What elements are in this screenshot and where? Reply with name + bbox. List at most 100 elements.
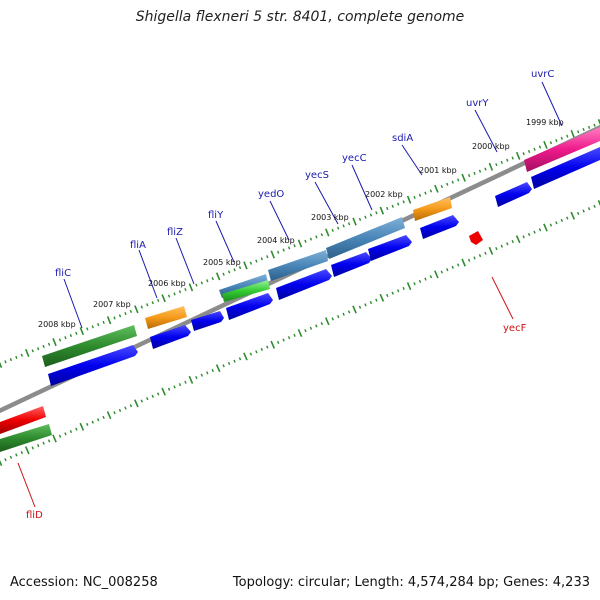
lower-ruler-tick <box>211 368 214 373</box>
leader-sdiA <box>401 144 423 176</box>
lower-ruler-tick <box>96 418 100 422</box>
upper-ruler-tick <box>446 182 449 186</box>
upper-ruler-tick <box>129 309 133 313</box>
lower-ruler-tick <box>184 380 187 384</box>
lower-ruler-tick <box>593 204 596 208</box>
upper-ruler-tick <box>315 235 318 239</box>
gene-arrow-uvrC[interactable] <box>531 147 600 189</box>
lower-ruler-tick <box>413 282 416 286</box>
upper-ruler-tick <box>173 292 176 296</box>
gene-label-fliC[interactable]: fliC <box>55 268 71 279</box>
lower-ruler-tick <box>587 207 591 211</box>
gene-label-fliA[interactable]: fliA <box>130 240 146 251</box>
upper-ruler-tick <box>587 125 591 129</box>
gene-bar-yedO-lime[interactable] <box>222 280 270 302</box>
lower-ruler-tick <box>342 312 345 316</box>
lower-ruler-tick <box>522 235 525 239</box>
lower-ruler-tick <box>352 305 357 314</box>
gene-label-uvrC[interactable]: uvrC <box>531 69 554 80</box>
gene-arrow-fliC[interactable] <box>48 345 138 386</box>
lower-ruler-tick <box>69 429 73 434</box>
gene-arrow-fliA[interactable] <box>150 325 191 349</box>
upper-ruler-tick <box>358 217 362 221</box>
upper-ruler-tick <box>309 237 313 241</box>
lower-ruler-tick <box>215 364 221 373</box>
gene-label-fliD[interactable]: fliD <box>26 510 43 521</box>
lower-ruler-tick <box>424 277 427 281</box>
upper-ruler-tick <box>25 349 30 358</box>
lower-ruler-tick <box>146 397 149 401</box>
scale-label: 2003 kbp <box>311 213 349 222</box>
lower-ruler-tick <box>324 317 330 326</box>
gene-bar-fliA-upper[interactable] <box>145 306 187 329</box>
upper-ruler-tick <box>86 327 89 331</box>
upper-ruler-tick <box>484 167 487 171</box>
upper-ruler-tick <box>538 145 542 149</box>
upper-ruler-tick <box>195 283 198 287</box>
gene-bar-fliC[interactable] <box>42 325 137 367</box>
upper-ruler-tick <box>543 140 548 149</box>
gene-arrow-fliZ[interactable] <box>191 311 224 331</box>
gene-label-fliY[interactable]: fliY <box>208 210 224 221</box>
gene-label-uvrY[interactable]: uvrY <box>466 98 489 109</box>
upper-ruler-tick <box>304 239 307 243</box>
lower-ruler-tick <box>156 392 160 396</box>
upper-ruler-tick <box>527 149 531 154</box>
gene-label-yedO[interactable]: yedO <box>258 189 284 200</box>
lower-ruler-tick <box>451 265 454 269</box>
gene-bar-yecS[interactable] <box>326 217 405 259</box>
lower-ruler-tick <box>129 404 133 408</box>
lower-ruler-tick <box>195 376 198 380</box>
gene-bar-fliD-green[interactable] <box>0 424 52 452</box>
gene-label-yecF[interactable]: yecF <box>503 323 527 334</box>
gene-arrow-uvrY[interactable] <box>495 182 532 207</box>
lower-ruler-tick <box>42 441 45 445</box>
upper-ruler-tick <box>418 193 422 197</box>
leader-fliY <box>215 220 235 263</box>
upper-ruler-tick <box>473 171 476 175</box>
upper-ruler-tick <box>515 151 521 160</box>
leader-fliD <box>17 462 36 508</box>
lower-ruler-tick <box>309 326 313 330</box>
upper-ruler-tick <box>451 180 454 184</box>
lower-ruler-tick <box>36 444 40 448</box>
lower-ruler-tick <box>375 298 378 302</box>
scale-label: 2006 kbp <box>148 279 186 288</box>
gene-arrow-sdiA[interactable] <box>420 215 459 239</box>
gene-arrow-yedO[interactable] <box>276 269 332 300</box>
upper-ruler-tick <box>522 152 525 156</box>
gene-label-yecC[interactable]: yecC <box>342 153 367 164</box>
gene-arrow-yecS[interactable] <box>331 252 372 277</box>
lower-ruler-tick <box>227 361 231 366</box>
upper-ruler-tick <box>577 130 580 134</box>
gene-arrow-fliY[interactable] <box>226 293 273 320</box>
upper-ruler-tick <box>320 233 323 237</box>
forward-strand-lower <box>48 147 600 386</box>
upper-ruler-tick <box>375 211 378 215</box>
gene-label-fliZ[interactable]: fliZ <box>167 227 183 238</box>
lower-ruler-tick <box>560 218 564 222</box>
upper-ruler-tick <box>249 261 253 265</box>
scale-label: 2007 kbp <box>93 300 131 309</box>
lower-ruler-tick <box>396 289 400 293</box>
upper-ruler-tick <box>495 163 498 167</box>
upper-ruler-tick <box>97 323 100 327</box>
gene-label-yecS[interactable]: yecS <box>305 170 329 181</box>
gene-bar-yecC[interactable] <box>413 197 452 221</box>
upper-ruler-tick <box>37 347 40 351</box>
gene-bar-fliD-red[interactable] <box>0 406 46 434</box>
gene-arrow-yecC[interactable] <box>368 235 412 261</box>
lower-ruler-tick <box>188 375 194 384</box>
lower-ruler-tick <box>467 258 471 262</box>
gene-label-sdiA[interactable]: sdiA <box>392 133 413 144</box>
gene-bar-uvrY[interactable] <box>524 127 600 172</box>
upper-ruler-tick <box>206 279 209 283</box>
gene-bar-yedO[interactable] <box>268 250 328 281</box>
lower-ruler-tick <box>320 322 324 326</box>
lower-ruler-tick <box>506 242 509 246</box>
gene-arrow-yecF[interactable] <box>469 231 483 245</box>
upper-ruler-tick <box>406 195 412 204</box>
upper-ruler-tick <box>342 224 345 228</box>
upper-tick-ruler <box>0 118 600 369</box>
upper-ruler-tick <box>424 191 427 195</box>
